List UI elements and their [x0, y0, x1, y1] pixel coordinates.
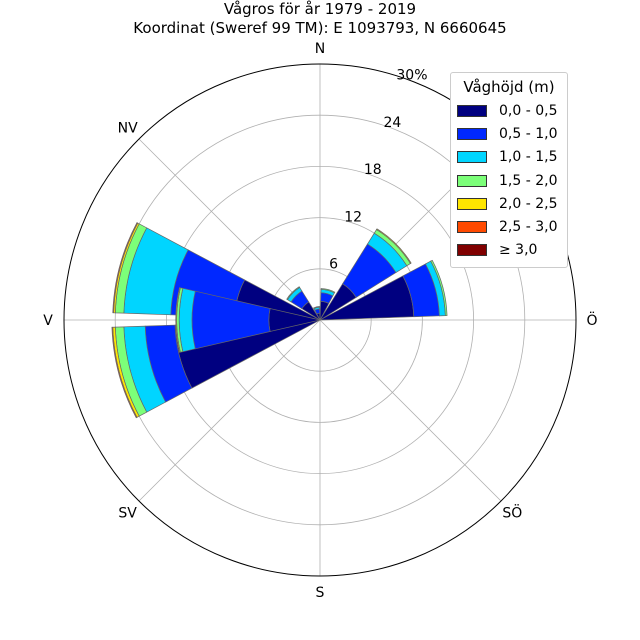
- legend-label: 0,5 - 1,0: [499, 125, 558, 142]
- polar-grid: [63, 63, 577, 577]
- legend-swatch: [457, 221, 487, 234]
- grid-spoke: [138, 138, 321, 321]
- legend: Våghöjd (m) 0,0 - 0,5 0,5 - 1,0 1,0 - 1,5 1…: [450, 72, 568, 268]
- radial-tick-label: 6: [329, 257, 338, 273]
- radial-tick-label: 12: [344, 209, 362, 225]
- legend-item: 1,0 - 1,5: [451, 146, 567, 169]
- legend-swatch: [457, 127, 487, 140]
- radial-tick-label: 18: [364, 162, 382, 178]
- legend-swatch: [457, 174, 487, 187]
- legend-swatch: [457, 244, 487, 257]
- legend-rows: 0,0 - 0,5 0,5 - 1,0 1,0 - 1,5 1,5 - 2,0 2,0 …: [451, 99, 567, 262]
- legend-swatch: [457, 197, 487, 210]
- direction-label: SÖ: [502, 503, 522, 521]
- rose-bar-segment: [175, 287, 181, 353]
- legend-item: 2,0 - 2,5: [451, 192, 567, 215]
- direction-label: S: [316, 585, 325, 601]
- legend-item: 1,5 - 2,0: [451, 169, 567, 192]
- direction-label: NV: [118, 121, 138, 137]
- legend-item: 0,5 - 1,0: [451, 122, 567, 145]
- radial-tick-label: 24: [383, 115, 401, 131]
- radial-tick-labels: 6 12 18 24 30%: [329, 67, 427, 272]
- chart-title: Vågros för år 1979 - 2019: [223, 0, 417, 18]
- outer-frame: [63, 63, 577, 577]
- legend-item: ≥ 3,0: [451, 239, 567, 262]
- legend-label: 2,0 - 2,5: [499, 195, 558, 212]
- legend-label: 1,0 - 1,5: [499, 149, 558, 166]
- direction-label: N: [315, 41, 325, 57]
- direction-label: SV: [118, 505, 137, 521]
- legend-swatch: [457, 104, 487, 117]
- rose-bar-segment: [313, 305, 320, 310]
- rose-bar-segment: [430, 259, 448, 316]
- legend-item: 2,5 - 3,0: [451, 215, 567, 238]
- direction-label: Ö: [586, 311, 597, 329]
- grid-spoke: [138, 319, 321, 502]
- rose-bar-segment: [376, 228, 412, 264]
- rose-bar-segment: [320, 288, 336, 294]
- rose-bar-segment: [111, 326, 138, 419]
- legend-label: 1,5 - 2,0: [499, 172, 558, 189]
- legend-swatch: [457, 151, 487, 164]
- direction-label: V: [43, 313, 53, 329]
- legend-label: 0,0 - 0,5: [499, 102, 558, 119]
- rose-bar-segment: [286, 286, 301, 301]
- rose-bar-segment: [112, 222, 139, 314]
- radial-tick-label: 30%: [396, 67, 427, 83]
- chart-subtitle: Koordinat (Sweref 99 TM): E 1093793, N 6…: [133, 19, 507, 37]
- legend-label: 2,5 - 3,0: [499, 219, 558, 236]
- title-block: Vågros för år 1979 - 2019 Koordinat (Swe…: [0, 0, 640, 38]
- legend-item: 0,0 - 0,5: [451, 99, 567, 122]
- grid-spoke: [319, 319, 502, 502]
- legend-title: Våghöjd (m): [463, 78, 555, 96]
- rose-bars: [111, 222, 448, 419]
- legend-label: ≥ 3,0: [499, 242, 538, 259]
